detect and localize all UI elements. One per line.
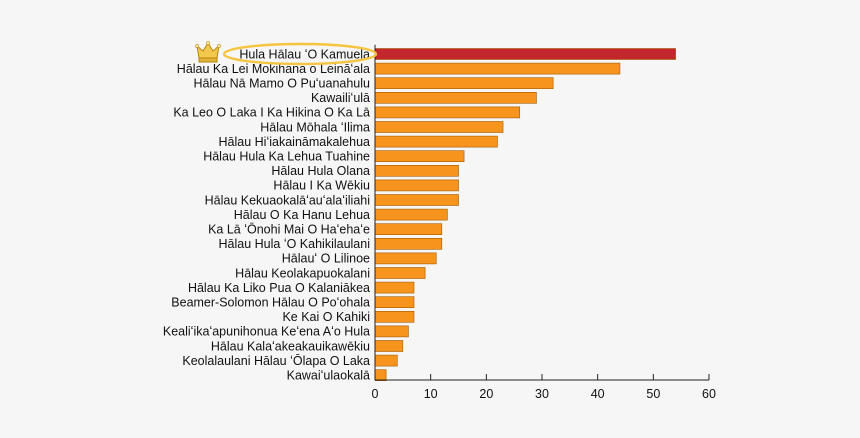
bar-19 xyxy=(374,325,409,338)
category-label-13: Hālau Hula ʻO Kahikilaulani xyxy=(219,237,370,251)
bar-2 xyxy=(374,77,554,89)
bar-9 xyxy=(374,179,459,192)
bar-1 xyxy=(374,62,621,75)
category-label-11: Hālau O Ka Hanu Lehua xyxy=(234,208,370,222)
category-label-1: Hālau Ka Lei Mokihana o Leināʻala xyxy=(177,62,370,76)
category-label-18: Ke Kai O Kahiki xyxy=(282,310,370,324)
category-label-20: Hālau Kalaʻakeakauikawēkiu xyxy=(211,339,370,353)
bar-7 xyxy=(374,150,465,162)
bar-17 xyxy=(374,296,415,309)
x-tick-label-2: 20 xyxy=(479,387,493,401)
category-label-5: Hālau Mōhala ʻIlima xyxy=(260,120,370,134)
category-label-9: Hālau I Ka Wēkiu xyxy=(273,179,370,193)
bar-12 xyxy=(374,223,443,235)
category-label-17: Beamer-Solomon Hālau O Poʻohala xyxy=(171,296,370,310)
bar-22 xyxy=(374,369,387,382)
bar-8 xyxy=(374,165,459,177)
x-tick-label-0: 0 xyxy=(372,387,379,401)
bar-20 xyxy=(374,340,404,352)
highlight-decoration xyxy=(195,41,378,66)
bar-11 xyxy=(374,208,448,221)
category-label-10: Hālau Kekuaokalāʻauʻalaʻiliahi xyxy=(205,193,370,207)
bar-3 xyxy=(374,92,537,104)
bar-5 xyxy=(374,121,504,133)
crown-icon xyxy=(195,41,221,63)
x-axis: 0 10 20 30 40 50 60 xyxy=(372,44,716,401)
bar-6 xyxy=(374,135,498,148)
category-label-16: Hālau Ka Liko Pua O Kalaniākea xyxy=(188,281,370,295)
x-tick-label-4: 40 xyxy=(591,387,605,401)
category-label-14: Hālauʻ O Lilinoe xyxy=(282,252,370,266)
category-label-7: Hālau Hula Ka Lehua Tuahine xyxy=(203,150,370,164)
bar-13 xyxy=(374,238,443,250)
x-tick-label-3: 30 xyxy=(535,387,549,401)
bars-layer xyxy=(374,48,676,382)
category-label-19: Kealiʻikaʻapunihonua Keʻena Aʻo Hula xyxy=(163,325,370,339)
bar-0 xyxy=(374,48,676,60)
x-tick-label-1: 10 xyxy=(424,387,438,401)
highlight-outline xyxy=(222,42,378,66)
x-tick-label-6: 60 xyxy=(702,387,716,401)
bar-16 xyxy=(374,281,415,294)
bar-15 xyxy=(374,267,426,279)
category-label-6: Hālau Hiʻiakaināmakalehua xyxy=(219,135,371,149)
category-label-12: Ka Lā ʻŌnohi Mai O Haʻehaʻe xyxy=(208,223,370,237)
category-label-8: Hālau Hula Olana xyxy=(271,164,370,178)
category-label-21: Keolalaulani Hālau ʻŌlapa O Laka xyxy=(182,354,370,368)
bar-21 xyxy=(374,354,398,367)
bar-10 xyxy=(374,194,459,206)
category-label-0: Hula Hālau ʻO Kamuela xyxy=(239,47,370,61)
category-label-3: Kawailiʻulā xyxy=(311,91,370,105)
category-label-22: Kawaiʻulaokalā xyxy=(287,369,370,383)
bar-18 xyxy=(374,310,415,323)
category-label-15: Hālau Keolakapuokalani xyxy=(235,266,370,280)
x-tick-label-5: 50 xyxy=(646,387,660,401)
category-label-4: Ka Leo O Laka I Ka Hikina O Ka Lā xyxy=(173,106,370,120)
category-label-2: Hālau Nā Mamo O Puʻuanahulu xyxy=(194,77,371,91)
bar-4 xyxy=(374,106,521,119)
bar-14 xyxy=(374,252,437,265)
